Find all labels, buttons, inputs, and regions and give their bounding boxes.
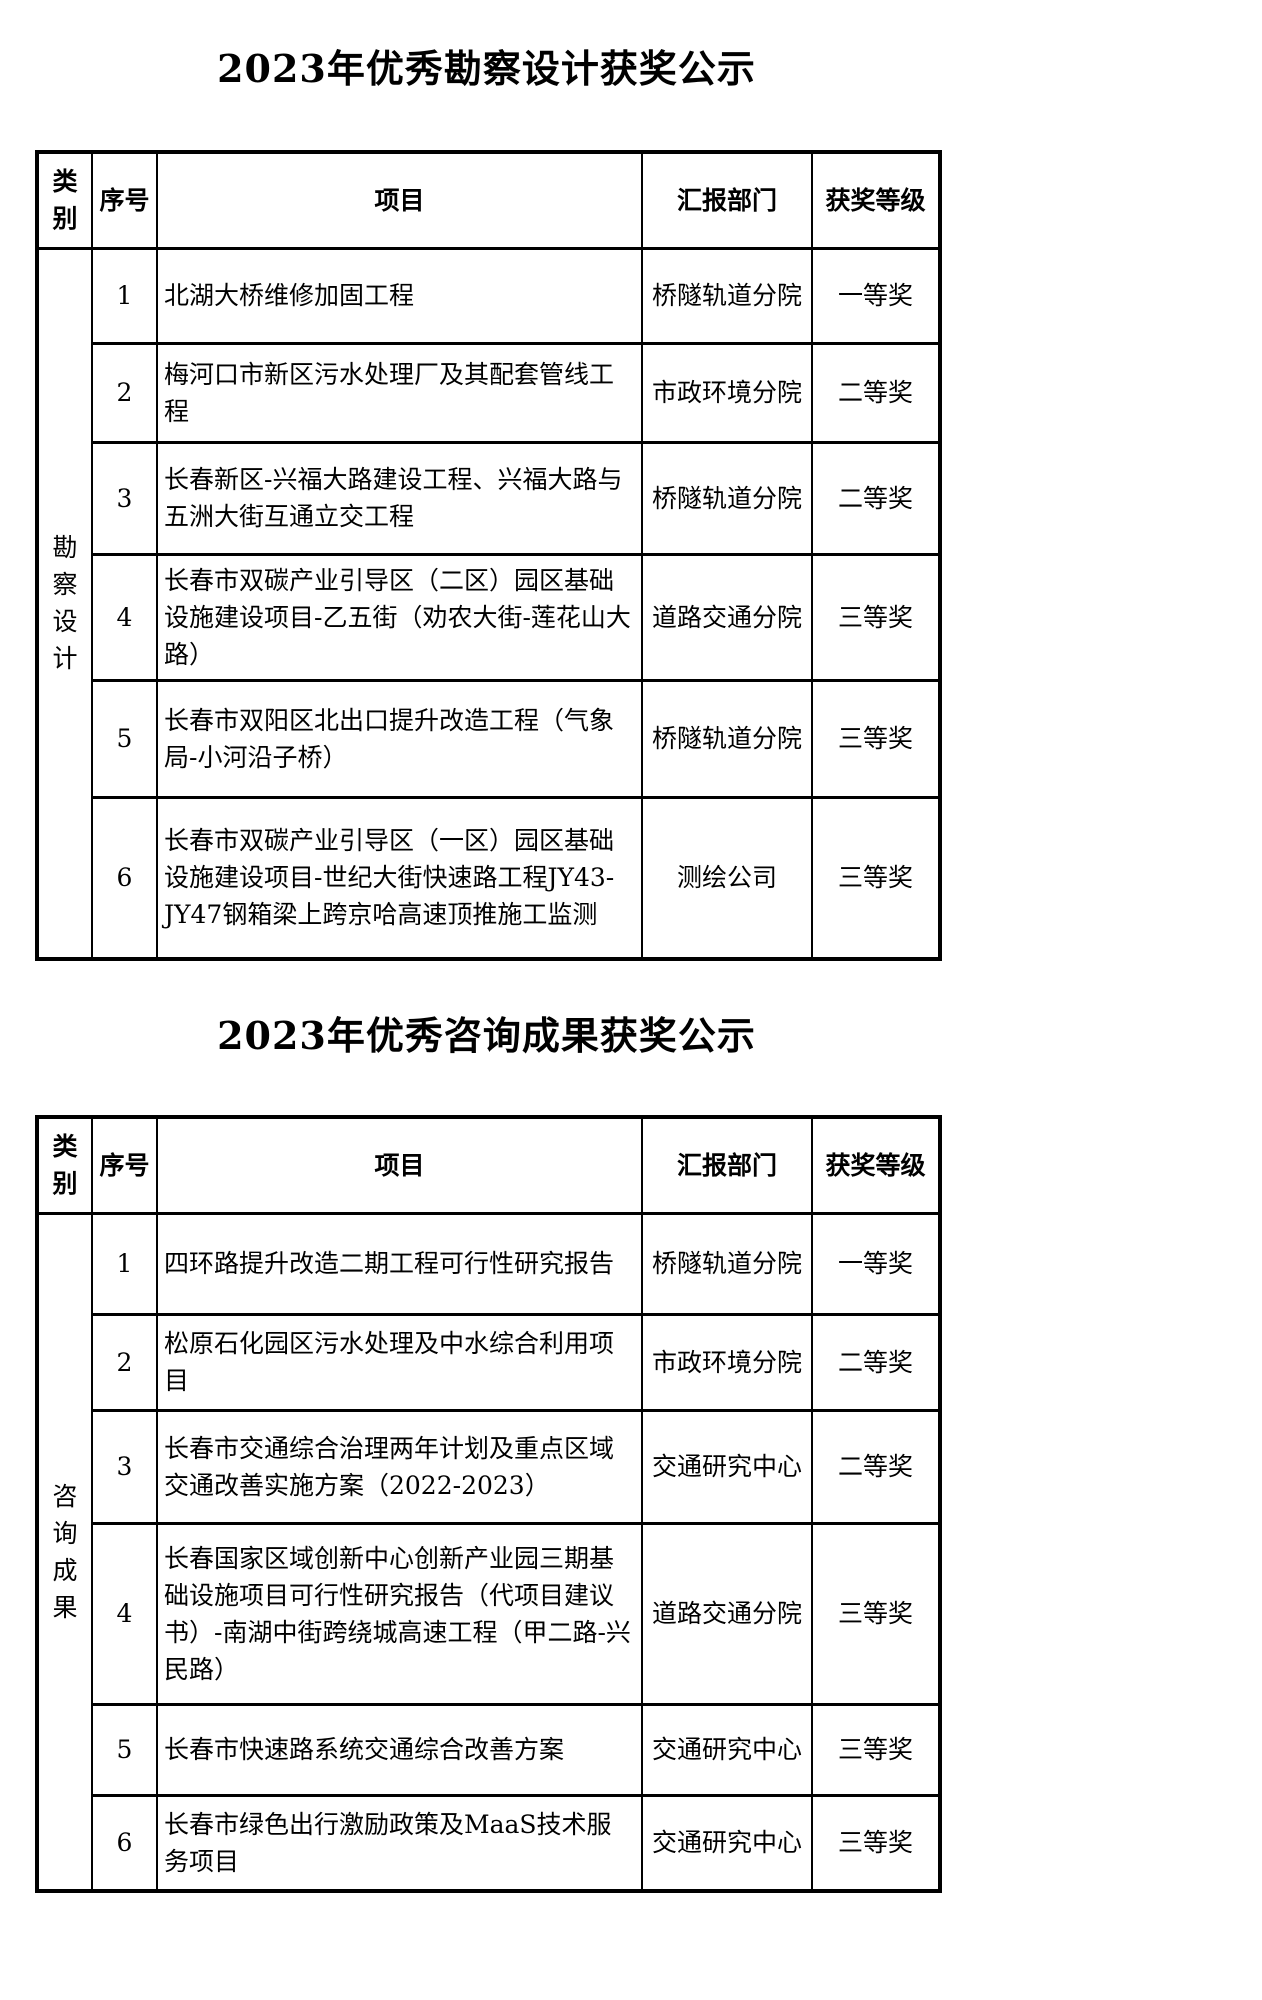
column-header-award: 获奖等级 [811, 1115, 941, 1215]
column-header-category: 类别 [36, 150, 93, 250]
table-header-row: 类别 序号 项目 汇报部门 获奖等级 [36, 1115, 941, 1215]
index-cell: 1 [91, 246, 158, 345]
column-header-index: 序号 [91, 150, 158, 250]
award-cell: 三等奖 [811, 795, 941, 961]
index-cell: 4 [91, 552, 158, 682]
table-row: 6 长春市双碳产业引导区（一区）园区基础设施建设项目-世纪大街快速路工程JY43… [37, 795, 941, 961]
table-row: 6 长春市绿色出行激励政策及MaaS技术服务项目 交通研究中心 三等奖 [37, 1793, 941, 1893]
table-row: 咨询成果 1 四环路提升改造二期工程可行性研究报告 桥隧轨道分院 一等奖 [36, 1211, 941, 1893]
index-cell: 1 [91, 1211, 158, 1316]
award-cell: 三等奖 [811, 552, 941, 682]
column-header-award: 获奖等级 [811, 150, 941, 250]
project-cell: 长春市绿色出行激励政策及MaaS技术服务项目 [156, 1793, 643, 1893]
award-cell: 二等奖 [811, 1312, 941, 1412]
award-cell: 三等奖 [811, 1521, 941, 1706]
award-section-consulting: 2023年优秀咨询成果获奖公示 类别 序号 项目 汇报部门 获奖等级 咨询成果 … [35, 1011, 942, 1893]
column-header-category: 类别 [36, 1115, 93, 1215]
department-cell: 道路交通分院 [641, 1521, 813, 1706]
column-header-department: 汇报部门 [641, 150, 813, 250]
table-row: 4 长春市双碳产业引导区（二区）园区基础设施建设项目-乙五街（劝农大街-莲花山大… [37, 552, 941, 682]
department-cell: 桥隧轨道分院 [641, 246, 813, 345]
award-cell: 三等奖 [811, 1702, 941, 1797]
category-cell: 咨询成果 [36, 1211, 93, 1893]
project-cell: 长春市快速路系统交通综合改善方案 [156, 1702, 643, 1797]
award-cell: 二等奖 [811, 341, 941, 444]
project-cell: 梅河口市新区污水处理厂及其配套管线工程 [156, 341, 643, 444]
department-cell: 市政环境分院 [641, 1312, 813, 1412]
table-row: 勘察设计 1 北湖大桥维修加固工程 桥隧轨道分院 一等奖 [36, 246, 941, 961]
category-cell: 勘察设计 [36, 246, 93, 961]
table-row: 5 长春市快速路系统交通综合改善方案 交通研究中心 三等奖 [37, 1702, 941, 1797]
table-row: 4 长春国家区域创新中心创新产业园三期基础设施项目可行性研究报告（代项目建议书）… [37, 1521, 941, 1706]
index-cell: 3 [91, 1408, 158, 1525]
page-container: 2023年优秀勘察设计获奖公示 类别 序号 项目 汇报部门 获奖等级 勘察设计 … [35, 44, 942, 1893]
project-cell: 长春新区-兴福大路建设工程、兴福大路与五洲大街互通立交工程 [156, 440, 643, 556]
department-cell: 桥隧轨道分院 [641, 440, 813, 556]
project-cell: 长春市双阳区北出口提升改造工程（气象局-小河沿子桥） [156, 678, 643, 799]
index-cell: 2 [91, 1312, 158, 1412]
table-row: 3 长春市交通综合治理两年计划及重点区域交通改善实施方案（2022-2023） … [37, 1408, 941, 1525]
column-header-project: 项目 [156, 150, 643, 250]
index-cell: 3 [91, 440, 158, 556]
award-cell: 二等奖 [811, 440, 941, 556]
column-header-department: 汇报部门 [641, 1115, 813, 1215]
department-cell: 交通研究中心 [641, 1793, 813, 1893]
table-header-row: 类别 序号 项目 汇报部门 获奖等级 [36, 150, 941, 250]
index-cell: 2 [91, 341, 158, 444]
column-header-project: 项目 [156, 1115, 643, 1215]
project-cell: 长春市双碳产业引导区（一区）园区基础设施建设项目-世纪大街快速路工程JY43-J… [156, 795, 643, 961]
department-cell: 道路交通分院 [641, 552, 813, 682]
award-cell: 一等奖 [811, 1211, 941, 1316]
index-cell: 5 [91, 678, 158, 799]
award-cell: 一等奖 [811, 246, 941, 345]
department-cell: 交通研究中心 [641, 1702, 813, 1797]
column-header-index: 序号 [91, 1115, 158, 1215]
index-cell: 4 [91, 1521, 158, 1706]
page-title-survey-design: 2023年优秀勘察设计获奖公示 [217, 46, 756, 91]
table-row: 5 长春市双阳区北出口提升改造工程（气象局-小河沿子桥） 桥隧轨道分院 三等奖 [37, 678, 941, 799]
project-cell: 松原石化园区污水处理及中水综合利用项目 [156, 1312, 643, 1412]
department-cell: 测绘公司 [641, 795, 813, 961]
project-cell: 长春国家区域创新中心创新产业园三期基础设施项目可行性研究报告（代项目建议书）-南… [156, 1521, 643, 1706]
awards-table-consulting: 类别 序号 项目 汇报部门 获奖等级 咨询成果 1 四环路提升改造二期工程可行性… [35, 1115, 942, 1893]
award-section-survey-design: 2023年优秀勘察设计获奖公示 类别 序号 项目 汇报部门 获奖等级 勘察设计 … [35, 44, 942, 961]
page-title-consulting: 2023年优秀咨询成果获奖公示 [217, 1013, 756, 1058]
award-cell: 二等奖 [811, 1408, 941, 1525]
table-row: 3 长春新区-兴福大路建设工程、兴福大路与五洲大街互通立交工程 桥隧轨道分院 二… [37, 440, 941, 556]
table-row: 2 梅河口市新区污水处理厂及其配套管线工程 市政环境分院 二等奖 [37, 341, 941, 444]
department-cell: 桥隧轨道分院 [641, 678, 813, 799]
index-cell: 6 [91, 1793, 158, 1893]
award-cell: 三等奖 [811, 678, 941, 799]
department-cell: 桥隧轨道分院 [641, 1211, 813, 1316]
project-cell: 北湖大桥维修加固工程 [156, 246, 643, 345]
project-cell: 长春市交通综合治理两年计划及重点区域交通改善实施方案（2022-2023） [156, 1408, 643, 1525]
department-cell: 市政环境分院 [641, 341, 813, 444]
department-cell: 交通研究中心 [641, 1408, 813, 1525]
awards-table-survey-design: 类别 序号 项目 汇报部门 获奖等级 勘察设计 1 北湖大桥维修加固工程 桥隧轨… [35, 150, 942, 961]
index-cell: 6 [91, 795, 158, 961]
index-cell: 5 [91, 1702, 158, 1797]
project-cell: 长春市双碳产业引导区（二区）园区基础设施建设项目-乙五街（劝农大街-莲花山大路） [156, 552, 643, 682]
project-cell: 四环路提升改造二期工程可行性研究报告 [156, 1211, 643, 1316]
award-cell: 三等奖 [811, 1793, 941, 1893]
table-row: 2 松原石化园区污水处理及中水综合利用项目 市政环境分院 二等奖 [37, 1312, 941, 1412]
